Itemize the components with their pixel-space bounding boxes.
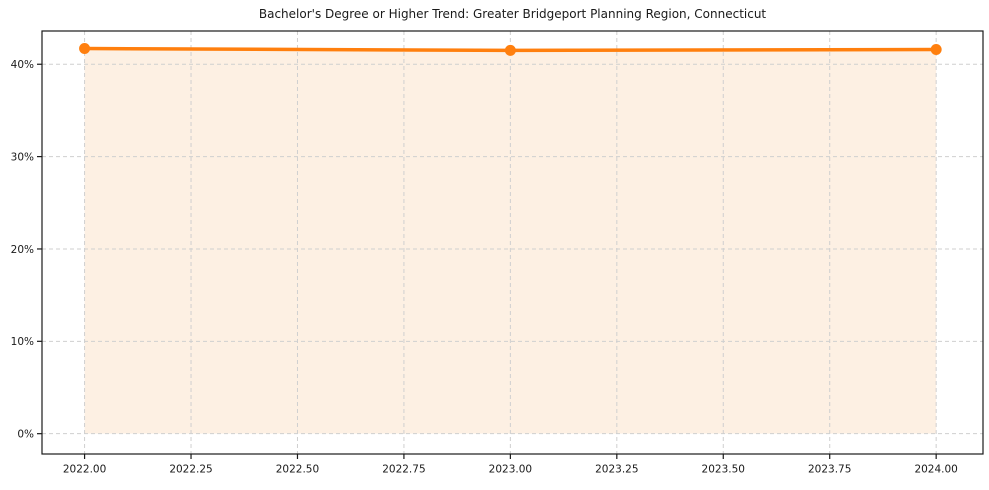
y-tick-label: 30% [11,151,34,163]
x-tick-label: 2023.50 [702,464,745,476]
data-point-marker [930,43,942,55]
chart-title: Bachelor's Degree or Higher Trend: Great… [258,7,767,21]
y-tick-label: 40% [11,59,34,71]
plot-border [41,30,984,455]
x-tick-label: 2024.00 [914,464,957,476]
x-tick-label: 2023.00 [489,464,532,476]
x-tick-label: 2022.75 [382,464,425,476]
data-point-marker [504,44,516,56]
y-tick-label: 0% [17,428,34,440]
x-tick-label: 2023.75 [808,464,851,476]
data-point-marker [79,43,91,55]
y-tick-label: 20% [11,244,34,256]
y-tick-label: 10% [11,336,34,348]
x-tick-label: 2023.25 [595,464,638,476]
x-tick-label: 2022.50 [276,464,319,476]
x-tick-label: 2022.25 [169,464,212,476]
x-tick-label: 2022.00 [63,464,106,476]
